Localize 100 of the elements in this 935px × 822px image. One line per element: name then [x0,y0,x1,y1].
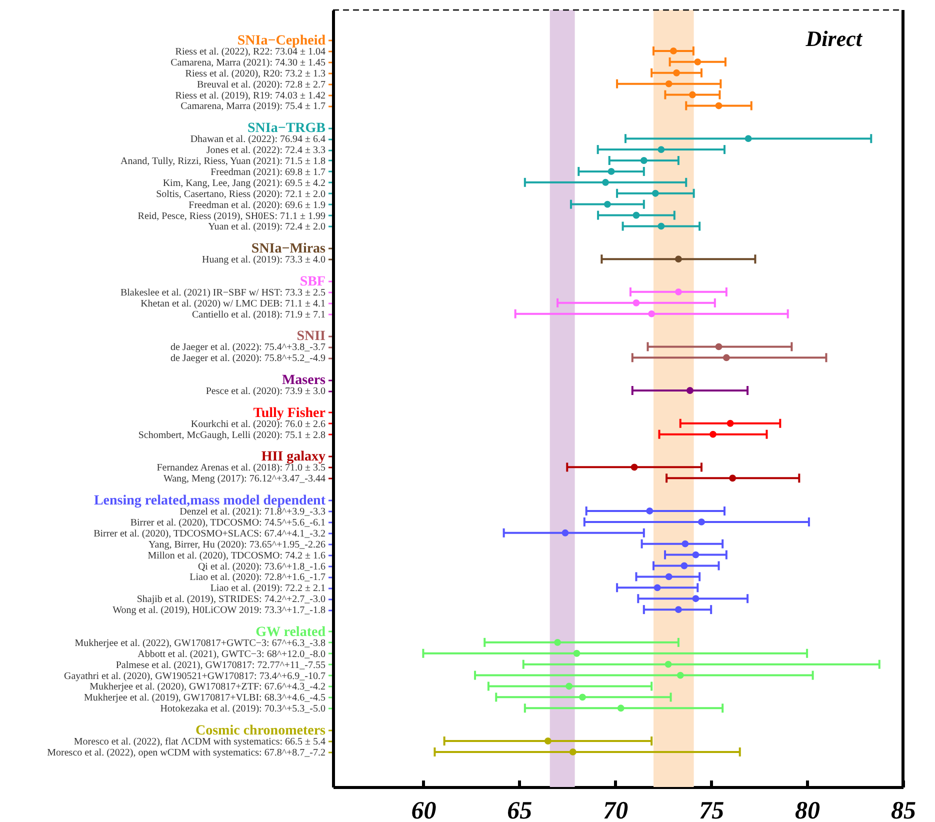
y-tick-label: Pesce et al. (2020): 73.9 ± 3.0 [206,386,326,398]
point [658,222,665,230]
y-tick-label: Mukherjee et al. (2022), GW170817+GWTC−3: 67^+6.3_-3.8 [74,638,326,649]
y-tick-label: Yang, Birrer, Hu (2020): 73.65^+1.95_-2.26 [148,539,326,550]
point [630,464,638,471]
point [665,80,672,88]
text: SNIa−Cepheid [237,34,326,49]
point [573,650,580,657]
point [682,540,689,548]
text: HII galaxy [261,450,326,465]
y-tick-label: Kim, Kang, Lee, Jang (2021): 69.5 ± 4.2 [162,178,326,189]
point [658,146,665,153]
point [715,102,722,110]
point [744,135,752,142]
point [544,738,552,744]
point [562,529,569,536]
point [698,518,705,526]
y-tick-label: Cantiello et al. (2018): 71.9 ± 7.1 [192,309,326,320]
y-tick-label: Freedman (2021): 69.8 ± 1.7 [210,166,326,178]
point [569,748,576,756]
text: GW related [256,624,326,640]
y-tick-label: Riess et al. (2022), R22: 73.04 ± 1.04 [175,46,326,58]
point [654,584,661,592]
y-tick-label: Moresco et al. (2022), flat ΛCDM with systematics: 66.5 ± 5.4 [74,736,326,748]
y-tick-label: Moresco et al. (2022), open wCDM with systematics: 67.8^+8.7_-7.2 [47,747,326,758]
y-tick-label: de Jaeger et al. (2020): 75.8^+5.2_-4.9 [170,353,326,364]
point [652,190,659,197]
point [710,430,716,438]
y-tick-label: Huang et al. (2019): 73.3 ± 4.0 [202,254,326,266]
point [646,508,654,514]
text: SNIa−TRGB [248,121,326,136]
text: Masers [282,373,326,388]
annotation: Direct [804,26,863,51]
y-tick-label: Breuval et al. (2020): 72.8 ± 2.7 [196,79,326,90]
y-tick-label: Liao et al. (2019): 72.2 ± 2.1 [210,583,326,594]
y-tick-label: Camarena, Marra (2019): 75.4 ± 1.7 [180,101,326,112]
y-tick-label: Anand, Tully, Rizzi, Riess, Yuan (2021): 71.5 ± 1.8 [120,156,326,167]
point [604,200,611,208]
point [617,704,624,712]
text: Lensing related,mass model dependent [94,494,326,509]
point [692,551,700,558]
y-tick-label: Birrer et al. (2020), TDCOSMO+SLACS: 67.4^+4.1_-3.2 [94,528,326,540]
point [692,595,700,602]
text: SNIa−Miras [251,242,326,257]
y-tick-label: Freedman et al. (2020): 69.6 ± 1.9 [188,200,326,211]
x-tick-label: 85 [891,798,916,822]
y-tick-label: Hotokezaka et al. (2019): 70.3^+5.3_-5.0 [160,704,326,715]
text: Tully Fisher [253,406,326,421]
text: Cosmic chronometers [196,724,326,739]
point [689,91,696,98]
point [722,354,730,362]
y-tick-label: Jones et al. (2022): 72.4 ± 3.3 [206,145,326,156]
point [664,660,672,668]
y-tick-label: de Jaeger et al. (2022): 75.4^+3.8_-3.7 [170,342,326,354]
y-tick-label: Denzel et al. (2021): 71.8^+3.9_-3.3 [180,506,326,518]
y-tick-label: Camarena, Marra (2021): 74.30 ± 1.45 [170,57,326,68]
y-tick-label: Gayathri et al. (2020), GW190521+GW170817: 73.4^+6.9_-10.7 [64,670,326,682]
point [674,288,682,296]
point [680,562,688,570]
y-tick-label: Wong et al. (2019), H0LiCOW 2019: 73.3^+1.7_-1.8 [112,605,326,616]
y-tick-label: Shajib et al. (2019), STRIDES: 74.2^+2.7_-3.0 [136,594,326,606]
point [632,299,640,306]
y-tick-label: Reid, Pesce, Riess (2019), SH0ES: 71.1 ± 1.99 [138,210,326,222]
point [579,694,586,701]
y-tick-label: Mukherjee et al. (2019), GW170817+VLBI: 68.3^+4.6_-4.5 [84,692,326,704]
point [665,573,672,580]
point [694,58,702,66]
text: SBF [300,274,326,290]
point [602,178,609,186]
y-tick-label: Blakeslee et al. (2021) IR−SBF w/ HST: 73.3 ± 2.5 [120,287,326,298]
y-tick-label: Yuan et al. (2019): 72.4 ± 2.0 [208,222,326,233]
point [674,256,682,263]
y-tick-label: Palmese et al. (2021), GW170817: 72.77^+11_-7.55 [116,660,326,671]
y-tick-label: Dhawan et al. (2022): 76.94 ± 6.4 [190,134,326,146]
point [715,343,722,350]
y-tick-label: Schombert, McGaugh, Lelli (2020): 75.1 ± 2.8 [138,430,326,441]
x-tick-label: 70 [603,798,629,822]
x-tick-label: 60 [411,798,437,822]
y-tick-label: Millon et al. (2020), TDCOSMO: 74.2 ± 1.6 [148,550,326,562]
point [673,69,680,76]
y-tick-label: Qi et al. (2020): 73.6^+1.8_-1.6 [198,561,326,572]
point [670,48,677,54]
x-tick-label: 75 [699,798,724,822]
point [726,420,734,427]
x-tick-label: 80 [795,798,821,822]
point [676,672,684,679]
point [566,682,573,690]
y-tick-label: Kourkchi et al. (2020): 76.0 ± 2.6 [190,418,326,430]
point [554,638,562,646]
y-tick-label: Fernandez Arenas et al. (2018): 71.0 ± 3.5 [156,462,326,474]
point [729,474,736,482]
y-tick-label: Abbott et al. (2021), GWTC−3: 68^+12.0_-8.0 [138,648,326,660]
point [608,168,615,175]
y-tick-label: Riess et al. (2019), R19: 74.03 ± 1.42 [175,90,326,102]
y-tick-label: Mukherjee et al. (2020), GW170817+ZTF: 67.6^+4.3_-4.2 [90,682,326,693]
y-tick-label: Liao et al. (2020): 72.8^+1.6_-1.7 [190,572,326,584]
y-tick-label: Riess et al. (2020), R20: 73.2 ± 1.3 [185,68,326,80]
point [632,212,640,219]
point [674,606,682,614]
text: SNII [296,329,326,344]
